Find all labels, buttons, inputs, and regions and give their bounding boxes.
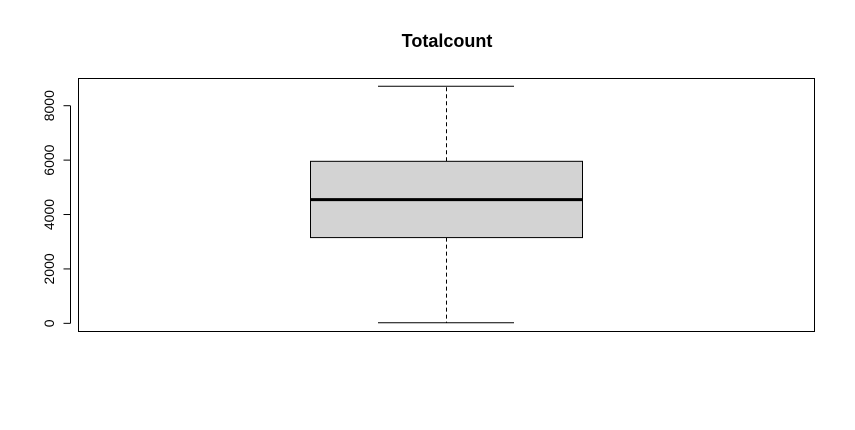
boxplot-layer (310, 85, 583, 324)
y-tick-label: 8000 (41, 90, 57, 121)
y-tick-label: 4000 (41, 199, 57, 230)
y-tick-label: 0 (41, 319, 57, 327)
y-tick-label: 2000 (41, 253, 57, 284)
y-axis: 0 2000 4000 6000 8000 (41, 90, 71, 327)
y-tick-label: 6000 (41, 144, 57, 175)
chart-title: Totalcount (402, 31, 493, 51)
plot-frame (78, 78, 815, 332)
